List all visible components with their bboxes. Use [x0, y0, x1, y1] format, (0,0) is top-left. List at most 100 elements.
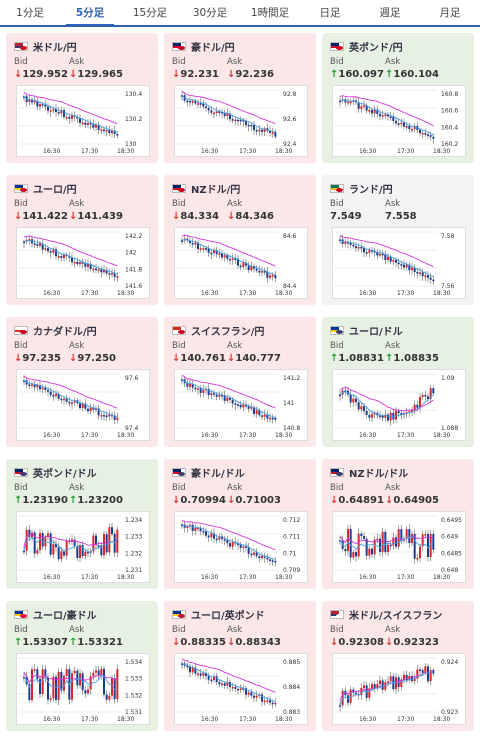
candle	[111, 527, 113, 534]
pair-name[interactable]: 米ドル/円	[33, 42, 77, 54]
y-tick-label: 84.4	[283, 283, 297, 290]
candle	[108, 414, 111, 417]
rate-card[interactable]: ユーロ/円 Bid Ask ↓141.422 ↓141.439 142.2 142 141.8…	[6, 175, 158, 305]
ask-value: 0.64905	[393, 495, 439, 506]
candle	[68, 401, 71, 404]
mini-chart[interactable]: 1.534 1.533 1.532 1.531 16:30 17:30 18:30	[16, 653, 150, 725]
candle	[181, 379, 183, 381]
x-tick-label: 17:30	[397, 290, 414, 297]
pair-name[interactable]: カナダドル/円	[33, 326, 97, 338]
mini-chart[interactable]: 0.6495 0.649 0.6485 0.648 16:30 17:30 18:30	[332, 511, 466, 583]
candle	[408, 529, 411, 544]
mini-chart[interactable]: 1.234 1.233 1.232 1.231 16:30 17:30 18:30	[16, 511, 150, 583]
tab-7[interactable]: 月足	[439, 7, 461, 19]
candle	[95, 535, 97, 546]
rate-card[interactable]: 米ドル/スイスフラン Bid Ask ↓0.92308 ↓0.92323 0.924 0.9…	[322, 601, 474, 731]
candle	[237, 404, 239, 406]
rate-card[interactable]: ユーロ/英ポンド Bid Ask ↓0.88335 ↓0.88343 0.885 0.884…	[164, 601, 316, 731]
tab-4[interactable]: 1時間足	[250, 7, 290, 19]
candle	[381, 415, 384, 418]
candle	[87, 551, 89, 554]
pair-name[interactable]: ユーロ/豪ドル	[33, 610, 97, 622]
candle	[202, 248, 205, 250]
rate-card[interactable]: 豪ドル/円 Bid Ask ↓92.231 ↓92.236 92.8 92.6 92.4 16:…	[164, 33, 316, 163]
candle	[68, 540, 71, 543]
pair-name[interactable]: スイスフラン/円	[191, 326, 265, 338]
candle	[221, 253, 223, 258]
mini-chart[interactable]: 84.6 84.4 16:30 17:30 18:30	[174, 227, 308, 299]
candle	[41, 387, 44, 390]
mini-chart[interactable]: 160.8 160.6 160.4 160.2 16:30 17:30 18:30	[332, 85, 466, 157]
rate-card[interactable]: 英ポンド/ドル Bid Ask ↑1.23190 ↑1.23200 1.234 1.233 1…	[6, 459, 158, 589]
mini-chart[interactable]: 0.924 0.923 16:30 17:30 18:30	[332, 653, 466, 725]
rate-card[interactable]: 豪ドル/ドル Bid Ask ↓0.70994 ↓0.71003 0.712 0.711 0.…	[164, 459, 316, 589]
rate-card[interactable]: カナダドル/円 Bid Ask ↓97.235 ↓97.250 97.6 97.4 16:30…	[6, 317, 158, 447]
candle	[76, 670, 79, 686]
candle	[23, 96, 25, 98]
pair-name[interactable]: ユーロ/ドル	[349, 326, 403, 338]
candle	[239, 544, 242, 548]
mini-chart[interactable]: 7.58 7.56 16:30 17:30 18:30	[332, 227, 466, 299]
candle	[36, 669, 39, 679]
candle	[31, 532, 33, 538]
candle	[55, 249, 57, 257]
candle	[344, 548, 347, 552]
mini-chart[interactable]: 130.4 130.2 130 16:30 17:30 18:30	[16, 85, 150, 157]
pair-name[interactable]: NZドル/円	[191, 184, 241, 196]
rate-card[interactable]: ユーロ/ドル Bid Ask ↑1.08831 ↑1.08835 1.09 1.088 16:…	[322, 317, 474, 447]
mini-chart[interactable]: 1.09 1.088 16:30 17:30 18:30	[332, 369, 466, 441]
rate-card[interactable]: NZドル/円 Bid Ask ↓84.334 ↓84.346 84.6 84.4 16:30 1…	[164, 175, 316, 305]
ma-long-line	[339, 234, 434, 268]
candle	[81, 403, 84, 408]
candle	[223, 539, 226, 541]
bid-label: Bid	[14, 625, 28, 635]
rate-card[interactable]: NZドル/ドル Bid Ask ↓0.64891 ↓0.64905 0.6495 0.649…	[322, 459, 474, 589]
tab-1[interactable]: 5分足	[60, 0, 120, 27]
candle	[231, 541, 234, 547]
ask-label: Ask	[385, 483, 401, 493]
candle	[411, 410, 413, 413]
candle	[52, 676, 55, 699]
mini-chart[interactable]: 0.712 0.711 0.71 0.709 16:30 17:30 18:30	[174, 511, 308, 583]
candle	[271, 417, 274, 420]
mini-chart[interactable]: 142.2 142 141.8 141.6 16:30 17:30 18:30	[16, 227, 150, 299]
pair-name[interactable]: NZドル/ドル	[349, 468, 409, 480]
rate-card[interactable]: 米ドル/円 Bid Ask ↓129.952 ↓129.965 130.4 130.2 130…	[6, 33, 158, 163]
candle	[44, 104, 47, 107]
tab-2[interactable]: 15分足	[132, 7, 168, 19]
candle	[71, 673, 73, 700]
rate-card[interactable]: ユーロ/豪ドル Bid Ask ↑1.53307 ↑1.53321 1.534 1.533 1…	[6, 601, 158, 731]
y-tick-label: 142	[125, 250, 137, 257]
candle	[239, 119, 242, 122]
candle	[395, 120, 397, 124]
bid-value: 97.235	[22, 353, 61, 364]
tab-6[interactable]: 週足	[379, 7, 401, 19]
pair-name[interactable]: 英ポンド/円	[349, 42, 403, 54]
candle	[363, 685, 365, 688]
tab-3[interactable]: 30分足	[192, 7, 228, 19]
pair-name[interactable]: ユーロ/円	[33, 184, 77, 196]
x-tick-label: 16:30	[43, 148, 60, 155]
pair-name[interactable]: 豪ドル/ドル	[191, 468, 245, 480]
ask-price: ↓0.88343	[227, 637, 281, 648]
candle	[49, 251, 52, 253]
rate-card[interactable]: ランド/円 Bid Ask 7.549 7.558 7.58 7.56 16:30 17:30 1…	[322, 175, 474, 305]
rate-card[interactable]: スイスフラン/円 Bid Ask ↓140.761 ↓140.777 141.2 141 14…	[164, 317, 316, 447]
candle	[242, 688, 245, 690]
mini-chart[interactable]: 92.8 92.6 92.4 16:30 17:30 18:30	[174, 85, 308, 157]
candle	[381, 115, 384, 117]
rate-card[interactable]: 英ポンド/円 Bid Ask ↑160.097 ↑160.104 160.8 160.6 16…	[322, 33, 474, 163]
pair-name[interactable]: ユーロ/英ポンド	[191, 610, 265, 622]
mini-chart[interactable]: 141.2 141 140.8 16:30 17:30 18:30	[174, 369, 308, 441]
tab-0[interactable]: 1分足	[16, 7, 44, 19]
mini-chart[interactable]: 97.6 97.4 16:30 17:30 18:30	[16, 369, 150, 441]
pair-name[interactable]: 米ドル/スイスフラン	[349, 610, 443, 622]
tab-5[interactable]: 日足	[319, 7, 341, 19]
pair-name[interactable]: 英ポンド/ドル	[33, 468, 97, 480]
candle	[73, 261, 76, 264]
candle	[47, 248, 49, 252]
mini-chart[interactable]: 0.885 0.884 0.883 16:30 17:30 18:30	[174, 653, 308, 725]
pair-name[interactable]: ランド/円	[349, 184, 393, 196]
pair-name[interactable]: 豪ドル/円	[191, 42, 235, 54]
candle	[39, 385, 41, 390]
